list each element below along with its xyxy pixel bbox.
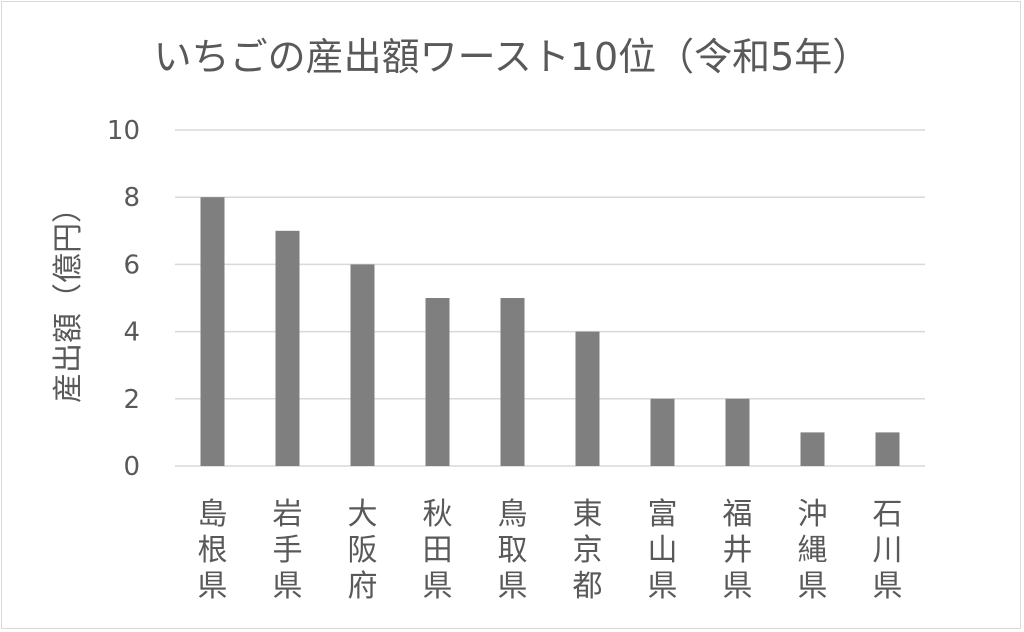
y-tick-label: 6 [123, 250, 140, 280]
x-tick-label: 岩手県 [273, 497, 303, 604]
x-axis-ticks: 島根県 岩手県 大阪府 秋田県 鳥取県 東京都 富山県 福井県 沖縄県 石川県 [198, 497, 903, 604]
bar-3 [350, 264, 375, 466]
bar-9 [800, 432, 825, 466]
x-tick-label: 富山県 [648, 497, 678, 604]
x-tick-label: 石川県 [873, 497, 903, 604]
bars [200, 197, 900, 466]
x-tick-label: 秋田県 [423, 497, 453, 604]
y-tick-label: 8 [123, 183, 140, 213]
x-tick-label: 沖縄県 [798, 497, 828, 604]
bar-2 [275, 230, 300, 466]
y-tick-label: 4 [123, 318, 140, 348]
chart-title: いちごの産出額ワースト10位（令和5年） [154, 35, 871, 79]
y-axis-label: 産出額（億円） [51, 193, 86, 403]
bar-10 [875, 432, 900, 466]
x-tick-label: 福井県 [723, 497, 753, 604]
bar-4 [425, 298, 450, 466]
x-tick-label: 島根県 [198, 497, 228, 604]
y-tick-label: 0 [123, 452, 140, 482]
bar-8 [725, 398, 750, 466]
bar-1 [200, 197, 225, 466]
x-tick-label: 大阪府 [348, 497, 378, 604]
x-tick-label: 東京都 [573, 497, 603, 604]
bar-5 [500, 298, 525, 466]
bar-7 [650, 398, 675, 466]
y-tick-label: 2 [123, 385, 140, 415]
gridlines [175, 129, 925, 467]
bar-6 [575, 331, 600, 466]
y-tick-label: 10 [107, 116, 140, 146]
x-tick-label: 鳥取県 [498, 497, 528, 604]
y-axis-ticks: 0 2 4 6 8 10 [107, 116, 140, 482]
